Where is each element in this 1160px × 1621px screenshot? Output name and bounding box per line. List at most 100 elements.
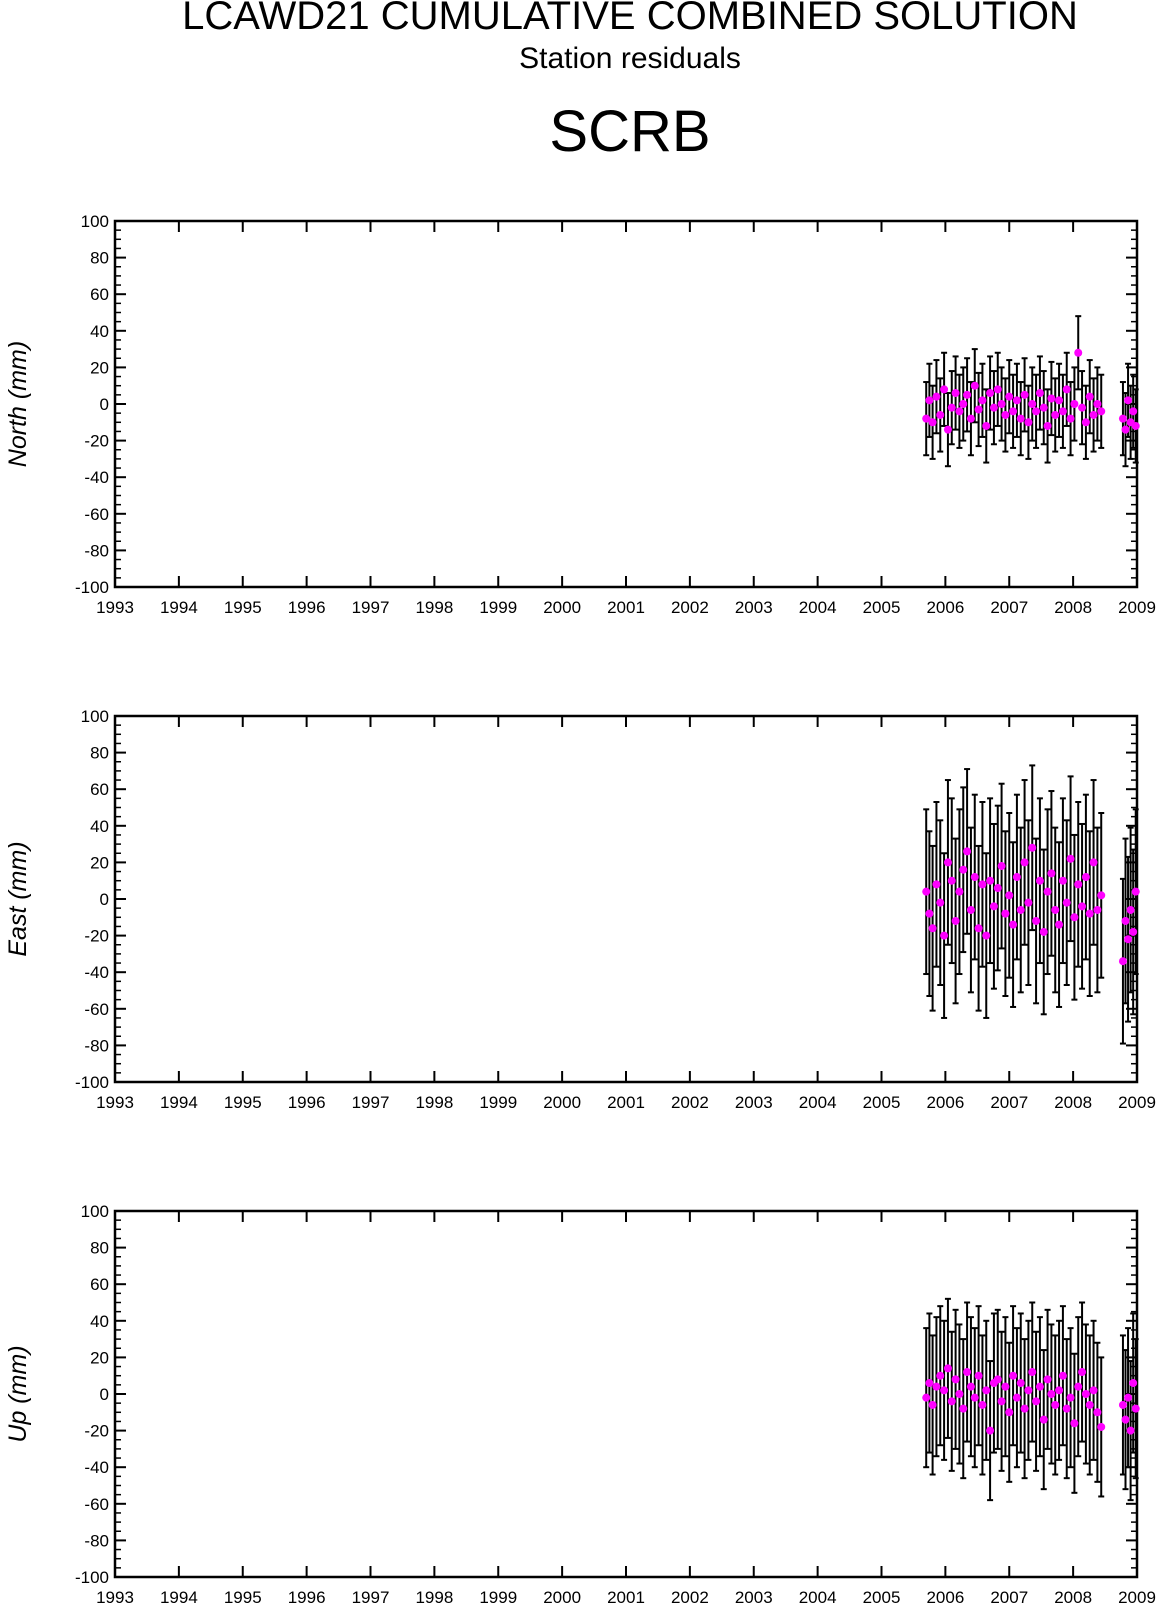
x-tick-label: 2009	[1118, 1588, 1156, 1607]
data-point	[1058, 1371, 1067, 1380]
data-point	[1070, 913, 1079, 922]
x-tick-label: 1999	[479, 1093, 517, 1112]
x-tick-label: 1994	[160, 1093, 198, 1112]
data-point	[1118, 1400, 1127, 1409]
data-point	[1078, 902, 1087, 911]
data-point	[947, 876, 956, 885]
x-tick-label: 2008	[1054, 598, 1092, 617]
data-point	[1001, 909, 1010, 918]
data-point	[1009, 920, 1018, 929]
y-tick-label: -20	[84, 927, 109, 946]
data-point	[1085, 909, 1094, 918]
y-tick-label: -100	[75, 1073, 109, 1092]
data-point	[928, 418, 937, 427]
data-point	[1070, 400, 1079, 408]
data-point	[932, 392, 941, 401]
data-point	[951, 1375, 960, 1384]
x-tick-label: 2005	[863, 1093, 901, 1112]
y-tick-label: -20	[84, 1422, 109, 1441]
data-point	[982, 1386, 991, 1395]
data-point	[1058, 407, 1067, 416]
data-point	[940, 1386, 949, 1395]
data-point	[1124, 935, 1133, 944]
data-point	[1012, 396, 1021, 405]
data-point	[1051, 1400, 1060, 1409]
data-point	[922, 1393, 931, 1402]
x-tick-label: 2008	[1054, 1093, 1092, 1112]
data-point	[1009, 1371, 1018, 1380]
data-point	[997, 400, 1006, 408]
data-point	[936, 1371, 945, 1380]
data-point	[982, 421, 991, 430]
x-tick-label: 1995	[224, 598, 262, 617]
data-point	[922, 414, 931, 423]
x-tick-label: 2004	[799, 1093, 837, 1112]
chart-subtitle: Station residuals	[519, 42, 741, 75]
data-point	[1035, 876, 1044, 885]
data-point	[1129, 1379, 1138, 1388]
data-point	[1097, 1422, 1106, 1431]
data-point	[963, 1368, 972, 1377]
data-point	[1020, 858, 1029, 867]
data-point	[1024, 898, 1033, 907]
x-tick-label: 2002	[671, 1588, 709, 1607]
data-point	[1016, 414, 1025, 423]
data-point	[936, 410, 945, 419]
data-point	[1028, 843, 1037, 852]
data-point	[955, 407, 964, 416]
data-point	[1016, 1379, 1025, 1388]
x-tick-label: 1995	[224, 1093, 262, 1112]
x-tick-label: 1997	[352, 1588, 390, 1607]
x-tick-label: 2003	[735, 1093, 773, 1112]
x-tick-label: 2006	[926, 1588, 964, 1607]
data-point	[955, 1390, 964, 1398]
data-point	[974, 1371, 983, 1380]
y-axis-label: Up (mm)	[4, 1345, 32, 1442]
data-point	[1047, 869, 1056, 878]
data-point	[932, 880, 941, 889]
data-point	[974, 405, 983, 414]
data-point	[955, 887, 964, 896]
data-point	[1126, 905, 1135, 914]
data-point	[1043, 421, 1052, 430]
x-tick-label: 2007	[990, 1093, 1028, 1112]
y-tick-label: 100	[81, 707, 109, 726]
y-tick-label: -20	[84, 432, 109, 451]
x-tick-label: 1999	[479, 598, 517, 617]
y-axis-label: North (mm)	[4, 341, 32, 467]
data-point	[1055, 396, 1064, 405]
data-point	[959, 1404, 968, 1413]
y-tick-label: 20	[90, 853, 109, 872]
data-point	[1085, 392, 1094, 401]
x-tick-label: 2004	[799, 1588, 837, 1607]
y-tick-label: 60	[90, 780, 109, 799]
data-point	[925, 909, 934, 918]
data-point	[951, 916, 960, 925]
data-point	[1005, 891, 1014, 900]
x-tick-label: 1996	[288, 598, 326, 617]
plot-frame	[113, 714, 1139, 1084]
data-point	[966, 905, 975, 914]
data-point	[1043, 887, 1052, 896]
y-tick-label: -40	[84, 1458, 109, 1477]
x-tick-label: 2007	[990, 598, 1028, 617]
data-point	[1093, 400, 1102, 408]
data-point	[1062, 1404, 1071, 1413]
y-tick-label: 80	[90, 249, 109, 268]
data-point	[970, 1393, 979, 1402]
data-point	[1093, 1408, 1102, 1417]
data-point	[959, 400, 968, 408]
x-tick-label: 2003	[735, 1588, 773, 1607]
data-point	[1097, 407, 1106, 416]
data-point	[1047, 1390, 1056, 1398]
data-point	[1051, 410, 1060, 419]
y-tick-label: -60	[84, 1495, 109, 1514]
y-tick-label: 20	[90, 1348, 109, 1367]
data-point	[986, 1426, 995, 1435]
y-tick-label: 60	[90, 285, 109, 304]
data-point	[1097, 891, 1106, 900]
data-point	[1131, 421, 1140, 430]
x-tick-label: 2000	[543, 1588, 581, 1607]
data-point	[1066, 854, 1075, 863]
data-point	[993, 385, 1002, 394]
